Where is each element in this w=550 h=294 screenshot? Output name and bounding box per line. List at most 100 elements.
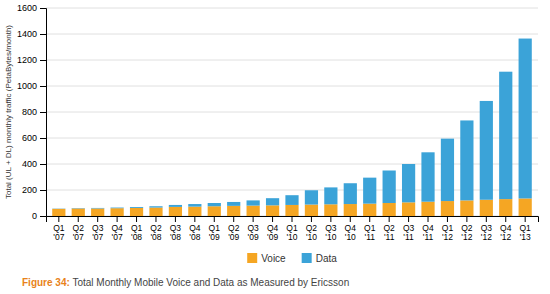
x-tick: Q2'12 [461, 216, 473, 242]
y-tick: 800 [22, 107, 46, 117]
bar [169, 207, 182, 216]
x-tick: Q4'11 [422, 216, 434, 242]
x-tick-mark [486, 216, 487, 222]
x-tick-mark [389, 216, 390, 222]
bar [285, 195, 298, 205]
y-tick: 1000 [17, 81, 46, 91]
bar-series [52, 39, 532, 209]
x-tick: Q4'07 [111, 216, 123, 242]
bar [111, 208, 124, 216]
x-tick-label: Q4'11 [422, 223, 434, 242]
y-tick: 1600 [17, 3, 46, 13]
bar [227, 206, 240, 216]
bar [324, 187, 337, 204]
legend-swatch [247, 253, 257, 263]
legend-swatch [302, 253, 312, 263]
bar [247, 206, 260, 216]
bar [363, 204, 376, 216]
bar [441, 139, 454, 201]
x-tick-label-line: '13 [520, 232, 531, 242]
x-tick-mark [233, 216, 234, 222]
x-tick-label: Q2'10 [306, 223, 318, 242]
y-tick-mark [40, 112, 46, 113]
grid-line [46, 86, 538, 87]
chart: 02004006008001000120014001600Q1'07Q2'07Q… [0, 0, 550, 294]
x-tick-mark [194, 216, 195, 222]
bar [149, 208, 162, 216]
x-tick: Q2'11 [383, 216, 395, 242]
x-tick-label: Q2'07 [73, 223, 85, 242]
x-tick: Q4'09 [267, 216, 279, 242]
legend-item: Data [302, 253, 338, 264]
x-tick-mark [505, 216, 506, 222]
x-tick-label-line: '11 [364, 232, 375, 242]
bar [91, 208, 104, 216]
y-tick: 200 [22, 185, 46, 195]
x-tick-label-line: '12 [442, 232, 453, 242]
x-tick: Q2'07 [73, 216, 85, 242]
x-tick-label-line: '12 [481, 232, 492, 242]
bar [266, 205, 279, 216]
x-tick-mark [78, 216, 79, 222]
x-tick: Q1'09 [209, 216, 221, 242]
x-tick-label: Q4'10 [345, 223, 357, 242]
bar [402, 202, 415, 216]
bar [188, 207, 201, 216]
x-tick: Q2'08 [150, 216, 162, 242]
x-tick-label: Q1'08 [131, 223, 143, 242]
x-tick-label: Q1'07 [53, 223, 65, 242]
x-tick-label: Q4'12 [500, 223, 512, 242]
x-tick: Q4'10 [345, 216, 357, 242]
x-axis-line [47, 217, 539, 223]
x-tick: Q2'10 [306, 216, 318, 242]
x-tick-label: Q1'09 [209, 223, 221, 242]
x-tick-mark [58, 216, 59, 222]
x-tick-label-line: '12 [500, 232, 511, 242]
x-tick-label-line: '08 [150, 232, 161, 242]
bar [402, 164, 415, 202]
x-tick-mark [466, 216, 467, 222]
x-tick-mark [117, 216, 118, 222]
x-tick: Q3'11 [403, 216, 415, 242]
bar [344, 204, 357, 216]
x-tick: Q1'13 [520, 216, 532, 242]
y-axis: 02004006008001000120014001600 [17, 3, 47, 221]
bar [247, 200, 260, 205]
x-tick-label: Q4'08 [189, 223, 201, 242]
x-tick-label: Q4'09 [267, 223, 279, 242]
legend-label: Data [316, 253, 338, 264]
bar [52, 209, 65, 216]
x-tick-mark [447, 216, 448, 222]
legend: VoiceData [247, 253, 337, 264]
grid-line [46, 34, 538, 35]
x-tick-mark [369, 216, 370, 222]
x-tick-label-line: '10 [345, 232, 356, 242]
y-tick-mark [40, 8, 46, 9]
bar [188, 204, 201, 207]
x-tick-label-line: '08 [170, 232, 181, 242]
y-tick: 400 [22, 159, 46, 169]
x-tick-mark [311, 216, 312, 222]
bar [324, 204, 337, 216]
bar [208, 203, 221, 206]
grid-line [46, 60, 538, 61]
grid-line [46, 112, 538, 113]
y-tick-label: 600 [22, 133, 37, 143]
x-tick-mark [272, 216, 273, 222]
caption-part: Total Monthly Mobile Voice and Data as M… [70, 277, 349, 288]
y-tick-label: 400 [22, 159, 37, 169]
x-tick-label-line: '09 [209, 232, 220, 242]
x-tick-mark [292, 216, 293, 222]
y-axis-line [40, 9, 47, 217]
y-axis-title: Total (UL + DL) monthly traffic (PetaByt… [4, 25, 13, 199]
x-tick: Q1'11 [364, 216, 376, 242]
x-tick: Q1'08 [131, 216, 143, 242]
x-tick: Q1'07 [53, 216, 65, 242]
bar [480, 200, 493, 216]
caption: Figure 34: Total Monthly Mobile Voice an… [22, 277, 349, 288]
y-tick: 0 [32, 211, 46, 221]
x-tick-mark [428, 216, 429, 222]
bar [111, 207, 124, 209]
y-tick-label: 1000 [17, 81, 37, 91]
bar [91, 207, 104, 209]
